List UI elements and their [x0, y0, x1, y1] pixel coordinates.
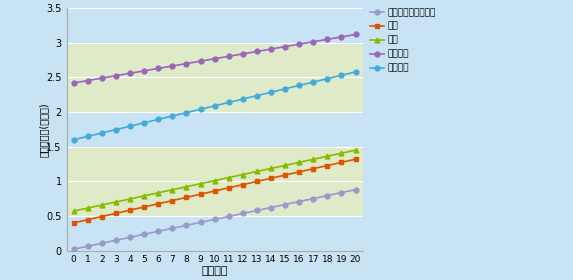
Bar — [66, 112, 363, 147]
Bar — [66, 216, 363, 251]
Bar — [66, 8, 363, 43]
Legend: 短大／専門学校以下, 学士, 修士, 課程博士, 論文博士: 短大／専門学校以下, 学士, 修士, 課程博士, 論文博士 — [370, 8, 435, 73]
Bar — [66, 147, 363, 216]
X-axis label: 経験年数: 経験年数 — [201, 266, 228, 276]
Bar — [66, 43, 363, 112]
Y-axis label: 被引用件数(対数値): 被引用件数(対数値) — [38, 102, 49, 157]
